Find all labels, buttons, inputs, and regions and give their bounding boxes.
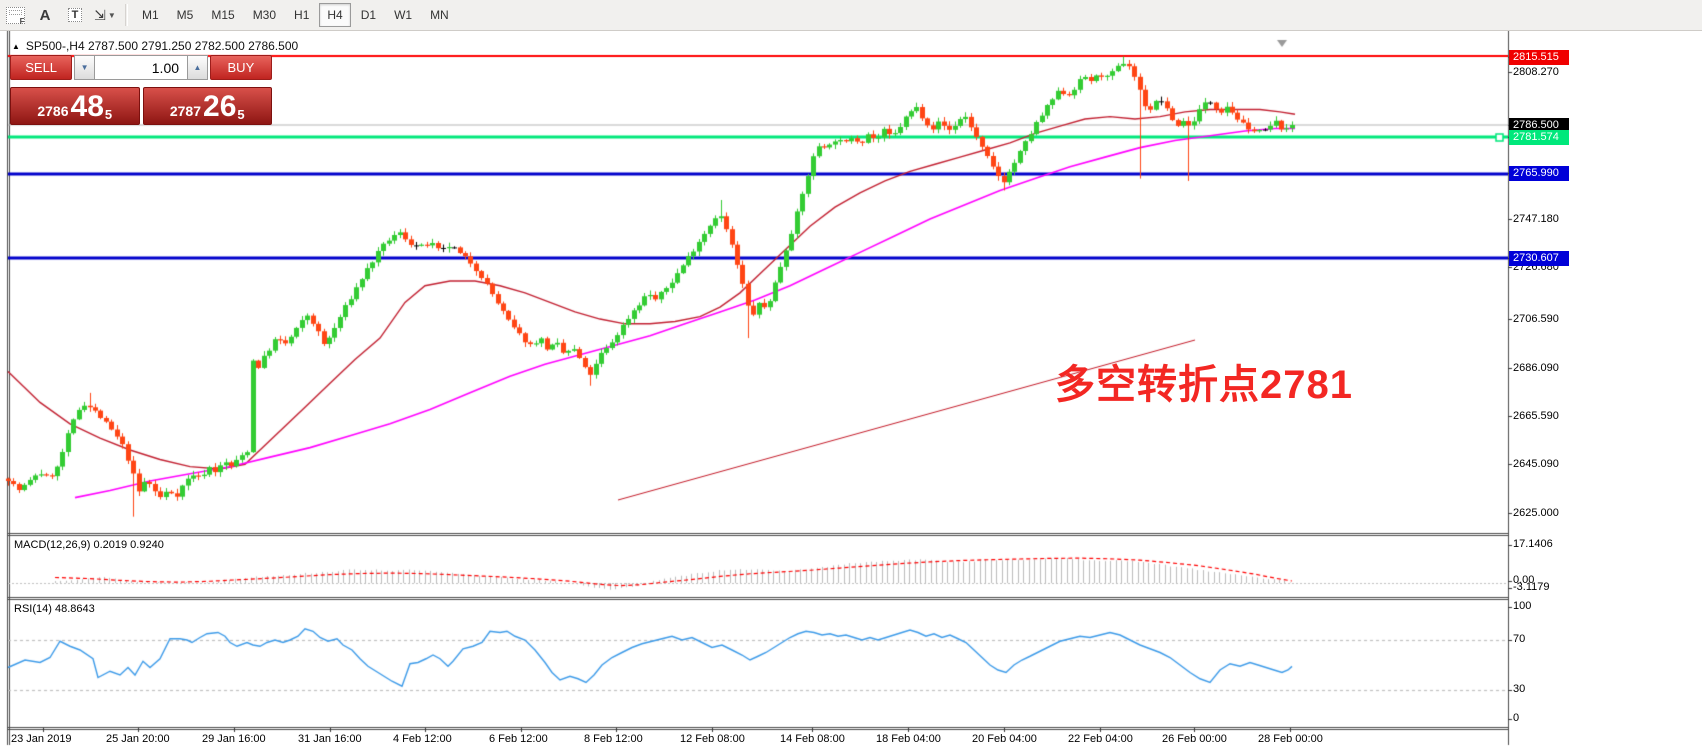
price-axis-badge: 2730.607 [1509,250,1569,266]
time-axis-label: 4 Feb 12:00 [393,733,452,745]
macd-axis-tick: 17.1406 [1513,538,1553,550]
shapes-icon: ⇲ [94,6,106,23]
volume-increase-button[interactable]: ▲ [187,55,208,80]
timeframe-button-d1[interactable]: D1 [360,8,377,22]
price-axis-tick: 2706.590 [1513,313,1559,325]
toolbar-separator [125,4,128,26]
timeframe-button-m15[interactable]: M15 [211,8,235,22]
timeframe-button-h1[interactable]: H1 [294,8,310,22]
sell-price-sup: 5 [104,107,113,122]
sell-price-stem: 2786 [37,103,69,119]
text-label-icon: T [67,8,83,22]
sell-button[interactable]: SELL [10,55,73,80]
time-axis-label: 22 Feb 04:00 [1068,733,1133,745]
timeframe-button-mn[interactable]: MN [430,8,449,22]
price-axis-tick: 2808.270 [1513,66,1559,78]
macd-axis-tick: 0.00 [1513,574,1535,586]
price-axis-tick: 2645.090 [1513,458,1559,470]
symbol-ohlc-text: SP500-,H4 2787.500 2791.250 2782.500 278… [25,39,299,53]
time-axis-label: 29 Jan 16:00 [202,733,266,745]
rsi-label: RSI(14) 48.8643 [14,603,95,615]
font-tool-button[interactable]: A [39,6,51,24]
time-axis-label: 12 Feb 08:00 [680,733,745,745]
volume-input[interactable] [95,55,188,80]
time-axis-label: 23 Jan 2019 [11,733,72,745]
sell-price-panel[interactable]: 2786 48 5 [10,87,140,125]
annotation-text: 多空转折点2781 [1055,363,1353,407]
timeframe-button-m30[interactable]: M30 [252,8,277,22]
time-axis-label: 18 Feb 04:00 [876,733,941,745]
shapes-tool-button[interactable]: ⇲ ▼ [92,2,118,28]
price-axis-badge: 2786.500 [1509,117,1569,133]
collapse-triangle-icon[interactable]: ▲ [12,41,20,51]
price-axis-tick: 2625.000 [1513,507,1559,519]
price-axis-badge: 2781.574 [1509,129,1569,145]
rsi-axis-tick: 0 [1513,712,1520,724]
time-axis-label: 8 Feb 12:00 [584,733,643,745]
timeframe-button-h4[interactable]: H4 [319,3,351,27]
toolbar: F A T ⇲ ▼ M1 M5 M15 M30 H1 H4 D1 W1 MN [0,0,1702,31]
buy-price-stem: 2787 [169,103,202,119]
price-axis-badge: 2765.990 [1509,165,1569,181]
time-axis-label: 20 Feb 04:00 [972,733,1037,745]
time-axis-label: 26 Feb 00:00 [1162,733,1227,745]
tile-windows-button[interactable]: F [2,2,28,28]
one-click-trade-panel: SELL ▼ ▲ BUY 2786 48 5 2787 26 5 [10,55,273,125]
buy-button[interactable]: BUY [209,55,273,80]
text-label-tool-button[interactable]: T [62,2,88,28]
timeframe-button-m1[interactable]: M1 [142,8,159,22]
price-axis-tick: 2665.590 [1513,410,1559,422]
volume-decrease-button[interactable]: ▼ [74,55,96,80]
timeframe-button-w1[interactable]: W1 [394,8,413,22]
buy-price-sup: 5 [237,107,245,122]
time-axis-label: 6 Feb 12:00 [489,733,548,745]
time-axis-label: 25 Jan 20:00 [106,733,170,745]
sell-price-big: 48 [70,90,104,123]
rsi-axis-tick: 70 [1513,633,1526,645]
chart-title: ▲ SP500-,H4 2787.500 2791.250 2782.500 2… [12,39,298,53]
timeframe-button-m5[interactable]: M5 [176,8,194,22]
time-axis-label: 31 Jan 16:00 [298,733,362,745]
time-axis-label: 28 Feb 00:00 [1258,733,1323,745]
time-axis-label: 14 Feb 08:00 [780,733,845,745]
tile-windows-icon: F [5,6,25,26]
chevron-down-icon: ▼ [107,10,116,20]
price-axis-tick: 2747.180 [1513,213,1559,225]
timeframe-group: M1 M5 M15 M30 H1 H4 D1 W1 MN [133,3,458,27]
macd-axis-tick: -3.1179 [1513,581,1550,593]
price-axis-tick: 2686.090 [1513,362,1559,374]
buy-price-panel[interactable]: 2787 26 5 [142,87,272,125]
rsi-axis-tick: 100 [1513,600,1532,612]
price-axis-badge: 2815.515 [1509,49,1569,65]
macd-label: MACD(12,26,9) 0.2019 0.9240 [14,539,164,551]
rsi-axis-tick: 30 [1513,683,1526,695]
buy-price-big: 26 [203,90,237,123]
